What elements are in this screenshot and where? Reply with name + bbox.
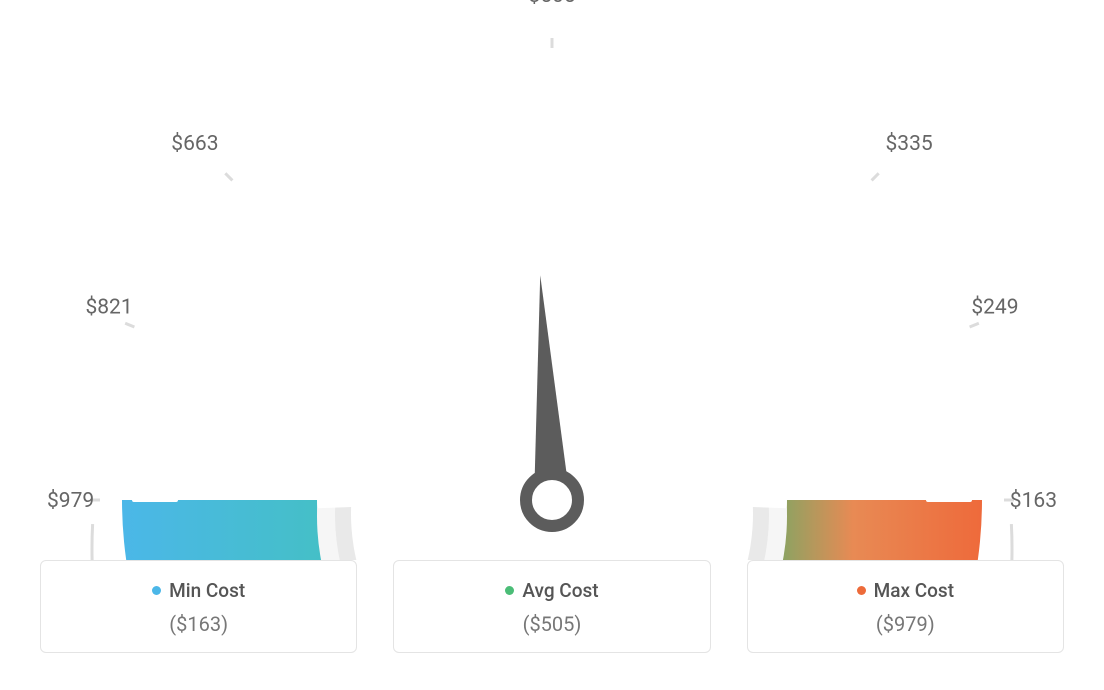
gauge-tick-label: $821 [85, 296, 132, 320]
dot-icon [505, 586, 514, 595]
legend-label-min: Min Cost [152, 579, 245, 602]
cost-gauge-chart: $163 $249 $335 $505 $663 $821 $979 [0, 0, 1104, 560]
legend-label-text: Max Cost [874, 579, 954, 602]
dot-icon [857, 586, 866, 595]
gauge-tick-label: $335 [885, 132, 932, 156]
legend-label-text: Avg Cost [522, 579, 598, 602]
legend-value-avg: ($505) [404, 612, 699, 636]
legend-label-avg: Avg Cost [505, 579, 598, 602]
legend-label-text: Min Cost [169, 579, 245, 602]
gauge-tick-label: $249 [971, 296, 1018, 320]
dot-icon [152, 586, 161, 595]
legend-card-avg: Avg Cost ($505) [393, 560, 710, 653]
legend-card-min: Min Cost ($163) [40, 560, 357, 653]
legend-card-max: Max Cost ($979) [747, 560, 1064, 653]
gauge-tick-label: $505 [528, 0, 575, 8]
gauge-tick-label: $979 [47, 489, 94, 513]
gauge-tick-label: $663 [171, 132, 218, 156]
gauge-svg: $163 $249 $335 $505 $663 $821 $979 [0, 0, 1104, 560]
legend-value-min: ($163) [51, 612, 346, 636]
gauge-tick-label: $163 [1010, 489, 1057, 513]
legend-row: Min Cost ($163) Avg Cost ($505) Max Cost… [0, 560, 1104, 653]
legend-value-max: ($979) [758, 612, 1053, 636]
legend-label-max: Max Cost [857, 579, 954, 602]
